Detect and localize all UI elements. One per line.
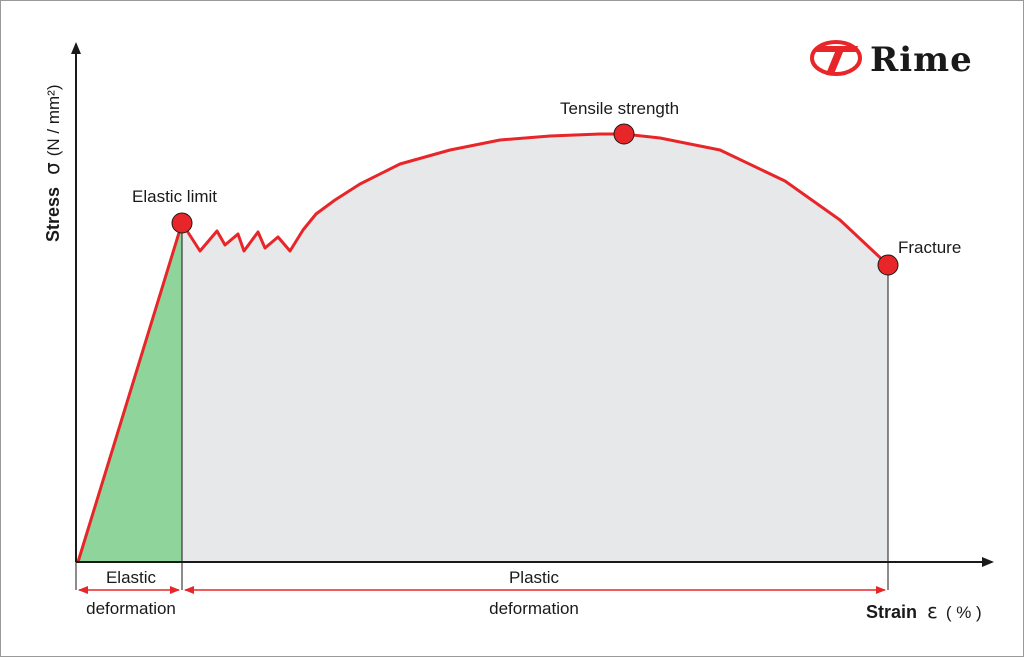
- x-axis-title: Strain: [866, 602, 917, 622]
- tensile-strength-label: Tensile strength: [560, 99, 679, 118]
- brand-name: Rime: [870, 40, 973, 80]
- elastic-region-label-line1: Elastic: [106, 568, 157, 587]
- plastic-region-label-line1: Plastic: [509, 568, 560, 587]
- svg-text:Stressσ(N / mm²): Stress σ (N / mm²): [40, 85, 64, 243]
- y-axis-title-group: Stress σ (N / mm²): [40, 85, 64, 243]
- plastic-region-area: [182, 134, 888, 562]
- plastic-region-label-line2: deformation: [489, 599, 579, 618]
- elastic-limit-marker: [171, 212, 193, 234]
- elastic-region-label-line2: deformation: [86, 599, 176, 618]
- elastic-limit-label: Elastic limit: [132, 187, 217, 206]
- x-axis-unit: ( % ): [946, 603, 982, 622]
- x-axis-symbol: ε: [927, 599, 938, 623]
- y-axis-symbol: σ: [40, 162, 64, 175]
- fracture-marker: [877, 254, 899, 276]
- rime-logo-icon: [810, 40, 862, 76]
- y-axis-title: Stress: [43, 187, 63, 242]
- tensile-strength-marker: [613, 123, 635, 145]
- y-axis-unit: (N / mm²): [44, 85, 63, 157]
- stress-strain-curve: [76, 132, 890, 563]
- fracture-label: Fracture: [898, 238, 961, 257]
